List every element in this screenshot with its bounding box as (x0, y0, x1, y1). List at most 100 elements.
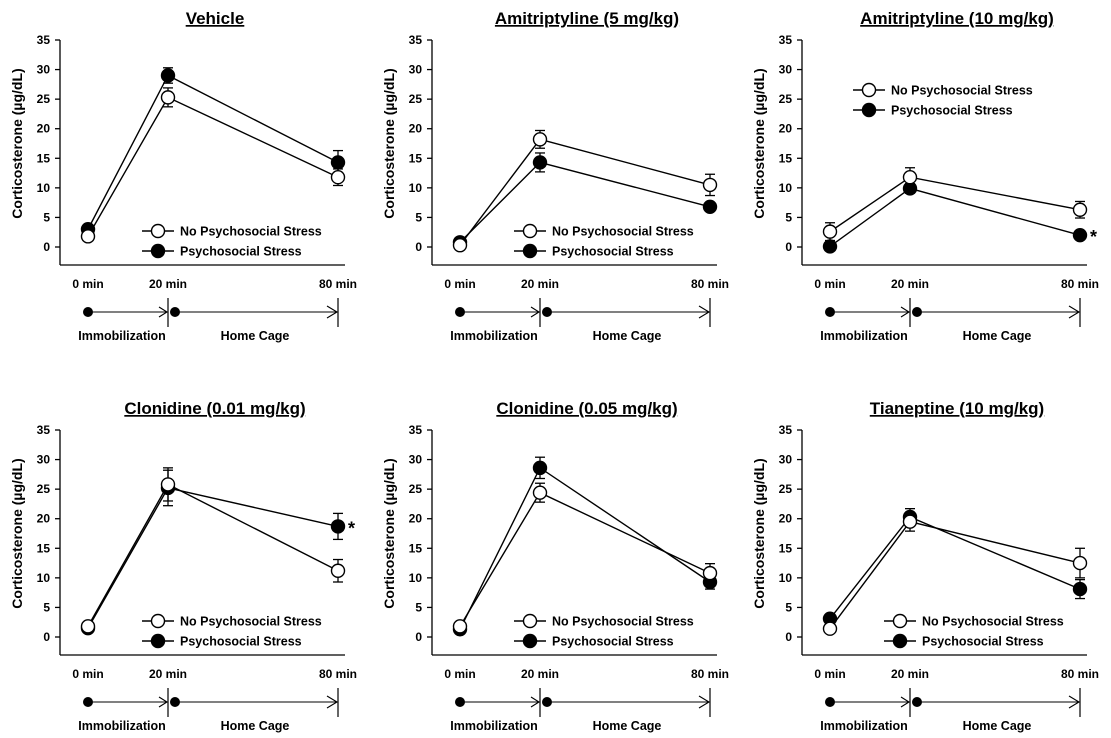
x-tick-label: 0 min (444, 667, 475, 681)
y-tick-label: 15 (37, 541, 51, 555)
y-tick-label: 35 (37, 423, 51, 437)
timeline-arrowhead (158, 306, 169, 318)
y-tick-label: 15 (409, 151, 423, 165)
chart-title: Vehicle (186, 9, 245, 28)
legend-marker (150, 223, 166, 239)
data-point-no-stress (822, 224, 838, 239)
timeline-label-immobilization: Immobilization (450, 329, 538, 343)
legend-item-stress: Psychosocial Stress (922, 635, 1044, 649)
y-axis-label: Corticosterone (µg/dL) (9, 68, 25, 218)
x-tick-label: 0 min (814, 277, 845, 291)
timeline-label-home-cage: Home Cage (593, 719, 662, 733)
legend-item-no-stress: No Psychosocial Stress (891, 84, 1033, 98)
data-point-no-stress (1072, 555, 1088, 571)
timeline-arrowhead (158, 696, 169, 708)
chart-panel-4: Clonidine (0.01 mg/kg) Corticosterone (µg… (9, 399, 357, 733)
timeline-label-home-cage: Home Cage (221, 719, 290, 733)
legend-item-no-stress: No Psychosocial Stress (922, 615, 1064, 629)
y-tick-label: 0 (785, 630, 792, 644)
series-line-stress (87, 487, 339, 629)
y-tick-label: 25 (779, 92, 793, 106)
data-point-no-stress (702, 177, 718, 193)
y-tick-label: 30 (37, 453, 51, 467)
y-tick-label: 20 (409, 122, 423, 136)
x-tick-label: 0 min (814, 667, 845, 681)
y-tick-label: 25 (37, 92, 51, 106)
timeline-label-home-cage: Home Cage (963, 719, 1032, 733)
x-tick-label: 20 min (149, 667, 187, 681)
y-axis-label: Corticosterone (µg/dL) (381, 68, 397, 218)
y-tick-label: 30 (409, 453, 423, 467)
data-point-stress (822, 239, 838, 254)
timeline-start-dot (825, 697, 835, 707)
legend-item-no-stress: No Psychosocial Stress (552, 225, 694, 239)
data-point-stress (330, 519, 346, 534)
chart-panel-6: Tianeptine (10 mg/kg) Corticosterone (µg/… (751, 399, 1099, 733)
data-point-no-stress (1072, 202, 1088, 217)
data-point-no-stress (330, 563, 346, 578)
y-tick-label: 35 (37, 33, 51, 47)
y-tick-label: 10 (37, 571, 51, 585)
y-tick-label: 25 (779, 482, 793, 496)
legend-marker (522, 223, 538, 239)
chart-title: Clonidine (0.05 mg/kg) (496, 399, 677, 418)
legend-marker (892, 613, 908, 629)
legend-item-stress: Psychosocial Stress (552, 635, 674, 649)
y-tick-label: 35 (779, 33, 793, 47)
timeline-start-dot (455, 307, 465, 317)
y-tick-label: 25 (409, 92, 423, 106)
y-tick-label: 35 (409, 423, 423, 437)
timeline-arrowhead (1068, 305, 1081, 319)
data-point-stress (160, 68, 176, 83)
x-tick-label: 80 min (691, 667, 729, 681)
legend-item-no-stress: No Psychosocial Stress (180, 615, 322, 629)
data-point-no-stress (160, 90, 176, 105)
timeline-label-immobilization: Immobilization (450, 719, 538, 733)
series-line-no-stress (459, 491, 711, 627)
data-point-stress (532, 460, 548, 476)
timeline-arrowhead (530, 696, 541, 708)
y-tick-label: 30 (779, 63, 793, 77)
series-line-no-stress (87, 483, 339, 627)
x-tick-label: 20 min (521, 277, 559, 291)
data-point-no-stress (80, 619, 96, 634)
y-axis-label: Corticosterone (µg/dL) (381, 458, 397, 608)
x-tick-label: 0 min (444, 277, 475, 291)
y-axis-label: Corticosterone (µg/dL) (751, 68, 767, 218)
x-tick-label: 80 min (1061, 277, 1099, 291)
chart-title: Clonidine (0.01 mg/kg) (124, 399, 305, 418)
legend-marker (522, 633, 538, 649)
legend-marker (522, 613, 538, 629)
timeline-mid-dot (170, 307, 180, 317)
y-tick-label: 15 (37, 151, 51, 165)
chart-title: Tianeptine (10 mg/kg) (870, 399, 1044, 418)
timeline-start-dot (83, 307, 93, 317)
data-point-stress (532, 155, 548, 170)
y-tick-label: 30 (779, 453, 793, 467)
y-tick-label: 0 (415, 630, 422, 644)
y-tick-label: 20 (409, 512, 423, 526)
timeline-mid-dot (542, 697, 552, 707)
y-axis-label: Corticosterone (µg/dL) (751, 458, 767, 608)
timeline-start-dot (825, 307, 835, 317)
y-tick-label: 20 (779, 122, 793, 136)
timeline-arrowhead (698, 695, 711, 709)
timeline-mid-dot (912, 697, 922, 707)
x-tick-label: 20 min (521, 667, 559, 681)
timeline-arrowhead (900, 696, 911, 708)
y-tick-label: 30 (409, 63, 423, 77)
timeline-label-home-cage: Home Cage (593, 329, 662, 343)
timeline-label-home-cage: Home Cage (963, 329, 1032, 343)
y-tick-label: 0 (415, 240, 422, 254)
data-point-stress (1072, 581, 1088, 597)
timeline-label-home-cage: Home Cage (221, 329, 290, 343)
x-tick-label: 80 min (319, 667, 357, 681)
x-tick-label: 20 min (891, 277, 929, 291)
series-line-stress (459, 466, 711, 630)
y-tick-label: 35 (409, 33, 423, 47)
timeline-arrowhead (326, 305, 339, 319)
legend-marker (861, 82, 877, 98)
x-tick-label: 80 min (1061, 667, 1099, 681)
data-point-no-stress (330, 170, 346, 185)
